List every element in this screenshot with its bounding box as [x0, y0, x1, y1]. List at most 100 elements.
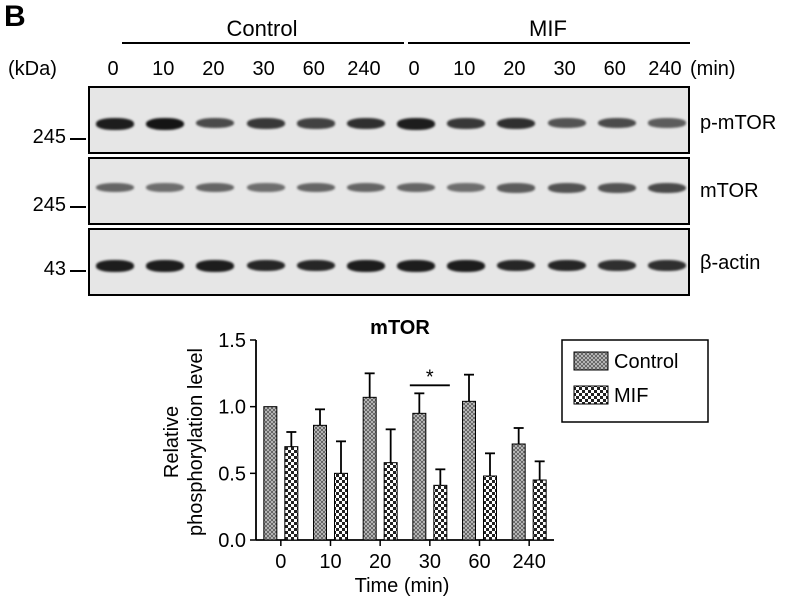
bar-control	[313, 424, 327, 541]
bar-control	[412, 412, 427, 541]
blot-band	[96, 183, 135, 193]
group-line-mif	[408, 42, 690, 44]
x-tick-label: 20	[369, 551, 391, 573]
blot-band	[196, 118, 235, 129]
bar-mif	[532, 479, 547, 541]
lane-label: 30	[252, 58, 275, 80]
blot-band	[647, 260, 686, 272]
blot-beta-actin	[88, 228, 690, 296]
x-tick-label: 10	[319, 551, 341, 573]
bar-mif	[383, 462, 398, 541]
lane-label: 240	[347, 58, 381, 80]
bar-mif	[483, 475, 497, 541]
mw-tick-mtor	[70, 206, 86, 208]
blot-p-mtor	[88, 86, 690, 154]
bar-control	[263, 406, 278, 541]
lane-label: 60	[603, 58, 626, 80]
blot-band	[597, 118, 636, 129]
group-label-control: Control	[226, 16, 298, 41]
bar-mif	[334, 472, 348, 541]
bar-control	[362, 396, 377, 541]
blot-band	[346, 183, 385, 193]
x-axis-label: Time (min)	[355, 575, 450, 597]
blot-band	[146, 183, 185, 192]
bar-control	[462, 400, 476, 541]
legend: Control MIF	[561, 339, 709, 423]
mw-tick-beta-actin	[70, 270, 86, 272]
blot-band	[397, 118, 436, 130]
mw-marker-mtor: 245	[32, 194, 66, 216]
blot-label-p-mtor: p-mTOR	[700, 112, 777, 134]
legend-label-control: Control	[614, 351, 678, 373]
time-unit-label: (min)	[690, 58, 736, 80]
blot-band	[597, 260, 636, 272]
blot-band	[146, 260, 185, 272]
blot-label-beta-actin: β-actin	[700, 252, 761, 274]
blot-mtor	[88, 157, 690, 225]
blot-band	[547, 183, 586, 193]
axes: 0.0 0.5 1.0 1.5 0 10 20 30 60 240	[218, 330, 554, 573]
y-axis-label-line2: phosphorylation level	[185, 348, 207, 536]
blot-band	[447, 183, 486, 192]
y-tick-label: 1.5	[218, 330, 246, 352]
blot-band	[346, 118, 385, 130]
blot-band	[447, 118, 486, 129]
blot-band	[346, 260, 385, 272]
blot-band	[246, 260, 285, 272]
y-tick-label: 1.0	[218, 397, 246, 419]
blot-band	[497, 183, 536, 193]
lane-label: 60	[302, 58, 325, 80]
group-line-control	[122, 42, 404, 44]
bar-mif	[284, 446, 299, 541]
kda-label: (kDa)	[8, 58, 57, 80]
blot-label-mtor: mTOR	[700, 180, 759, 202]
blot-band	[196, 183, 235, 193]
blot-band	[246, 118, 285, 129]
lane-label: 10	[152, 58, 175, 80]
blot-band	[296, 260, 335, 272]
blot-band	[196, 260, 235, 272]
blot-band	[296, 118, 335, 129]
lane-label: 240	[648, 58, 682, 80]
legend-label-mif: MIF	[614, 385, 648, 407]
x-tick-label: 0	[275, 551, 286, 573]
blot-band	[96, 260, 135, 272]
group-label-mif: MIF	[529, 16, 567, 41]
bar-mif	[433, 484, 448, 541]
blot-band	[547, 118, 586, 128]
blot-band	[497, 260, 536, 272]
lane-label: 30	[553, 58, 576, 80]
mw-marker-p-mtor: 245	[32, 126, 66, 148]
panel-letter: B	[4, 0, 26, 33]
chart-title: mTOR	[370, 317, 430, 339]
y-tick-label: 0.5	[218, 463, 246, 485]
blot-band	[397, 260, 436, 272]
y-tick-label: 0.0	[218, 530, 246, 552]
blot-band	[96, 118, 135, 130]
blot-band	[447, 260, 486, 272]
legend-swatch-control	[573, 351, 609, 371]
blot-band	[647, 183, 686, 194]
x-tick-label: 60	[468, 551, 490, 573]
lane-label: 0	[408, 58, 420, 80]
bar-control	[511, 443, 526, 541]
blot-band	[597, 183, 636, 193]
legend-swatch-mif	[573, 385, 609, 405]
blot-band	[296, 183, 335, 193]
lane-label: 20	[202, 58, 225, 80]
significance-marker: *	[426, 366, 434, 388]
lane-label: 20	[503, 58, 526, 80]
blot-band	[246, 183, 285, 192]
lane-label: 0	[107, 58, 119, 80]
blot-band	[547, 260, 586, 272]
x-tick-label: 240	[512, 551, 545, 573]
x-tick-label: 30	[419, 551, 441, 573]
blot-band	[146, 118, 185, 130]
blot-band	[397, 183, 436, 193]
y-axis-label-line1: Relative	[161, 406, 183, 478]
bars: *	[263, 366, 547, 541]
y-axis-label: Relative phosphorylation level	[161, 348, 207, 536]
mw-marker-beta-actin: 43	[43, 258, 66, 280]
lane-label: 10	[453, 58, 476, 80]
